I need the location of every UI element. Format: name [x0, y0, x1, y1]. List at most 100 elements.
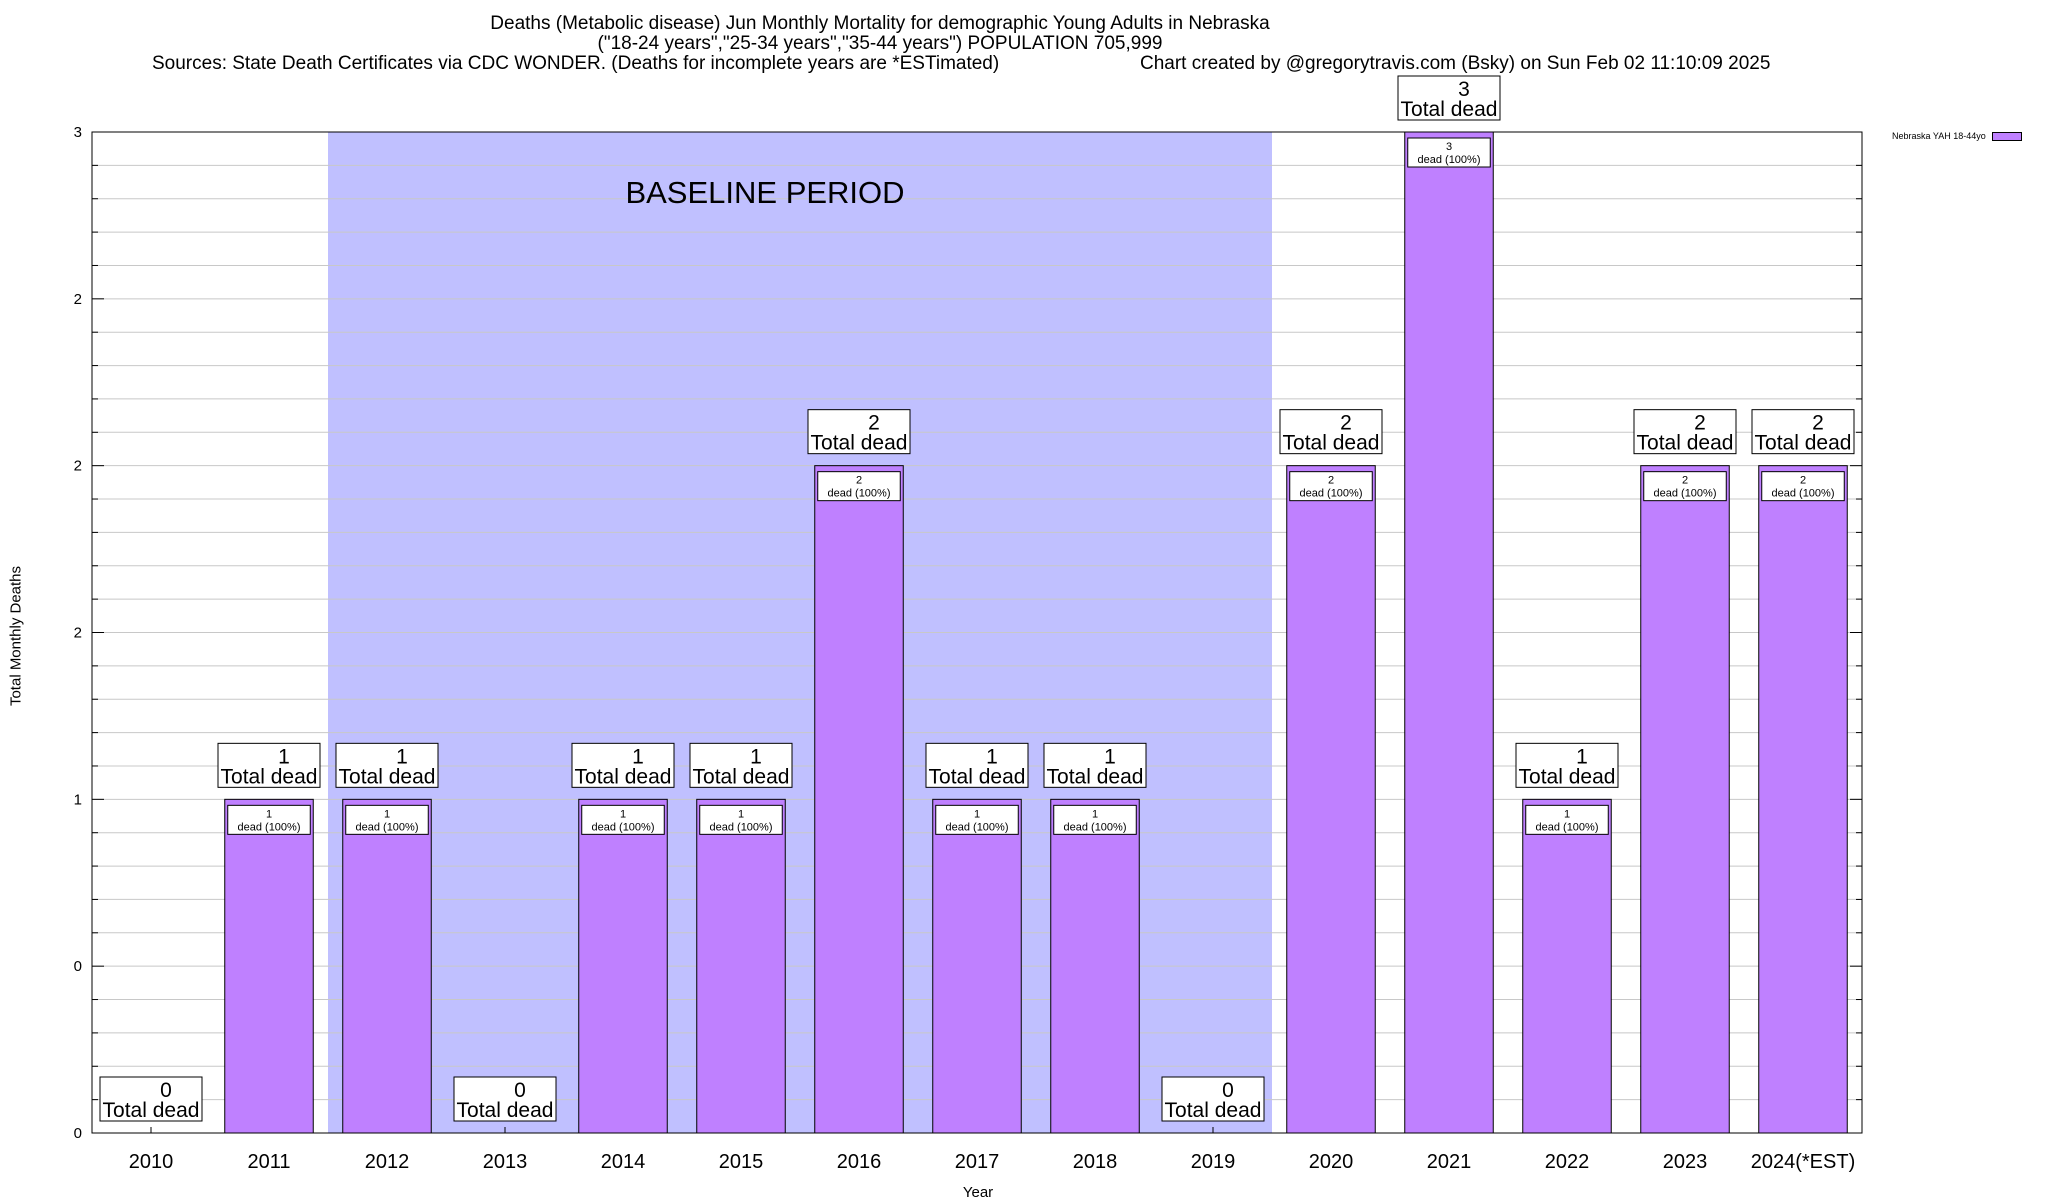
bar [1522, 798, 1612, 1134]
segment-label-box [699, 804, 783, 835]
total-label-box [217, 742, 321, 788]
plot-border [91, 131, 1863, 1134]
total-label-text: Total dead [1283, 432, 1380, 455]
total-label-box [925, 742, 1029, 788]
segment-label-value: 1 [266, 808, 272, 820]
bar [1404, 131, 1494, 1134]
segment-label-text: dead (100%) [238, 821, 301, 833]
segment-label-text: dead (100%) [1064, 821, 1127, 833]
total-label-box [1633, 409, 1737, 455]
bar [1050, 798, 1140, 1134]
x-tick-label: 2022 [1545, 1151, 1590, 1173]
y-tick-label: 2 [74, 625, 82, 642]
y-tick-label: 2 [74, 458, 82, 475]
chart-subtitle: ("18-24 years","25-34 years","35-44 year… [597, 33, 1163, 54]
x-tick-label: 2011 [247, 1151, 290, 1173]
total-label-value: 1 [1104, 745, 1116, 768]
x-tick-label: 2024(*EST) [1751, 1151, 1856, 1173]
segment-label-value: 2 [1800, 475, 1806, 487]
segment-label-box [1053, 804, 1137, 835]
total-label-value: 0 [514, 1079, 526, 1102]
segment-label-text: dead (100%) [1300, 488, 1363, 500]
segment-label-box [227, 804, 311, 835]
segment-label-value: 1 [974, 808, 980, 820]
segment-label-text: dead (100%) [592, 821, 655, 833]
bar [1286, 465, 1376, 1134]
legend-label: Nebraska YAH 18-44yo [1892, 131, 1986, 141]
baseline-label: BASELINE PERIOD [625, 175, 904, 210]
total-label-box [99, 1076, 203, 1122]
segment-label-box [1643, 471, 1727, 502]
x-tick-label: 2023 [1663, 1151, 1708, 1173]
segment-label-value: 2 [856, 475, 862, 487]
segment-label-text: dead (100%) [1772, 488, 1835, 500]
bar [814, 465, 904, 1134]
legend: Nebraska YAH 18-44yo [1892, 131, 2022, 141]
total-label-box [571, 742, 675, 788]
segment-label-value: 1 [620, 808, 626, 820]
x-tick-label: 2019 [1191, 1151, 1236, 1173]
x-tick-label: 2017 [955, 1151, 1000, 1173]
y-axis-label: Total Monthly Deaths [7, 565, 25, 707]
total-label-value: 1 [986, 745, 998, 768]
segment-label-value: 1 [1092, 808, 1098, 820]
x-tick-label: 2018 [1073, 1151, 1118, 1173]
total-label-box [1279, 409, 1383, 455]
x-tick-label: 2010 [129, 1151, 174, 1173]
segment-label-text: dead (100%) [356, 821, 419, 833]
total-label-value: 2 [1694, 412, 1706, 435]
legend-swatch [1991, 131, 2022, 141]
total-label-text: Total dead [1401, 98, 1498, 121]
total-label-text: Total dead [811, 432, 908, 455]
total-label-text: Total dead [929, 765, 1026, 788]
bar [696, 798, 786, 1134]
total-label-box [335, 742, 439, 788]
chart-credit: Chart created by @gregorytravis.com (Bsk… [1140, 53, 1771, 74]
total-label-text: Total dead [693, 765, 790, 788]
total-label-box [453, 1076, 557, 1122]
bar [578, 798, 668, 1134]
x-tick-label: 2015 [719, 1151, 764, 1173]
y-tick-label: 3 [74, 124, 82, 141]
total-label-text: Total dead [339, 765, 436, 788]
segment-label-value: 2 [1328, 475, 1334, 487]
y-tick-label: 2 [74, 291, 82, 308]
bar [342, 798, 432, 1134]
total-label-text: Total dead [575, 765, 672, 788]
segment-label-value: 3 [1446, 141, 1452, 153]
segment-label-box [817, 471, 901, 502]
y-tick-label: 1 [74, 791, 82, 808]
bar [1640, 465, 1730, 1134]
segment-label-text: dead (100%) [946, 821, 1009, 833]
x-tick-label: 2014 [601, 1151, 646, 1173]
segment-label-text: dead (100%) [828, 488, 891, 500]
segment-label-box [1289, 471, 1373, 502]
segment-label-box [1407, 137, 1491, 168]
chart-title: Deaths (Metabolic disease) Jun Monthly M… [490, 13, 1270, 34]
segment-label-value: 1 [1564, 808, 1570, 820]
total-label-text: Total dead [1637, 432, 1734, 455]
segment-label-value: 1 [384, 808, 390, 820]
segment-label-box [935, 804, 1019, 835]
total-label-value: 1 [396, 745, 408, 768]
y-tick-label: 0 [74, 1125, 82, 1142]
x-tick-label: 2016 [837, 1151, 882, 1173]
total-label-value: 2 [1340, 412, 1352, 435]
total-label-value: 2 [1812, 412, 1824, 435]
total-label-text: Total dead [1755, 432, 1852, 455]
total-label-box [689, 742, 793, 788]
segment-label-box [581, 804, 665, 835]
x-tick-label: 2020 [1309, 1151, 1354, 1173]
segment-label-text: dead (100%) [1654, 488, 1717, 500]
total-label-value: 1 [1576, 745, 1588, 768]
segment-label-text: dead (100%) [710, 821, 773, 833]
total-label-box [1043, 742, 1147, 788]
total-label-box [1397, 75, 1501, 121]
x-tick-label: 2012 [365, 1151, 410, 1173]
bar [224, 798, 314, 1134]
total-label-text: Total dead [1519, 765, 1616, 788]
segment-label-box [1761, 471, 1845, 502]
total-label-value: 1 [750, 745, 762, 768]
total-label-value: 3 [1458, 78, 1470, 101]
total-label-box [1161, 1076, 1265, 1122]
